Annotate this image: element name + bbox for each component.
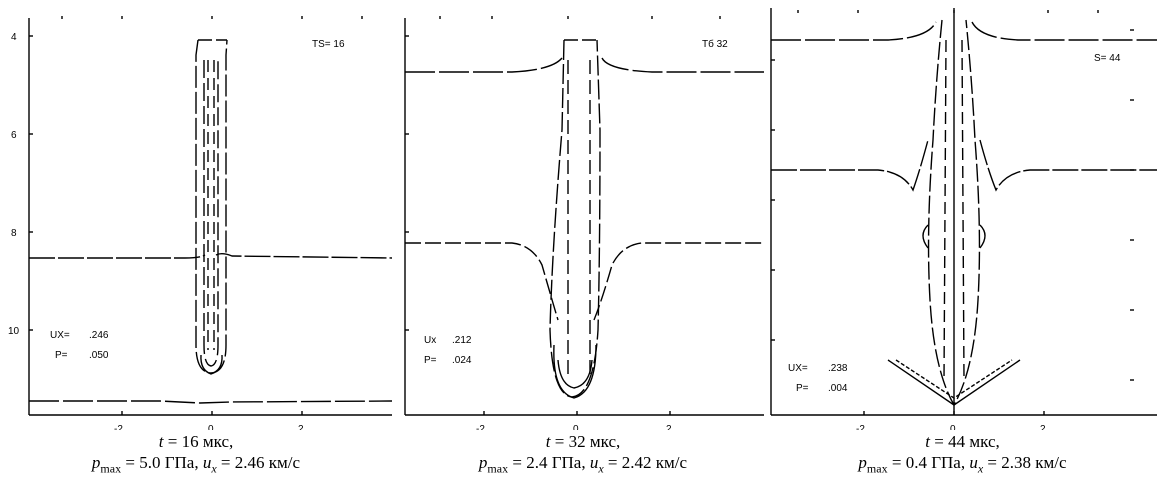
plot-3-xtick-0: 0 [950, 424, 956, 430]
plot-1-ytick-6: 6 [11, 130, 17, 141]
plot-1-xtick-2: 2 [298, 424, 304, 430]
plot-3-contours [771, 8, 1157, 415]
caption-3-line-2: pmax = 0.4 ГПа, ux = 2.38 км/с [858, 453, 1067, 476]
caption-1-line-1: t = 16 мкс, [158, 432, 234, 451]
plot-1-ytick-4: 4 [11, 32, 17, 43]
caption-2-line-2: pmax = 2.4 ГПа, ux = 2.42 км/с [478, 453, 688, 476]
plot-1-p-label: P= [55, 350, 68, 361]
plot-1-y-ticks [29, 35, 33, 331]
plot-1-p-value: .050 [89, 350, 109, 361]
plot-panel-1: 4 6 8 10 -2 0 2 TS= 16 UX= .246 P= [0, 0, 392, 430]
caption-3: t = 44 мкс, pmax = 0.4 ГПа, ux = 2.38 км… [768, 431, 1157, 479]
plot-2-xtick-neg2: -2 [476, 424, 485, 430]
plot-3-xtick-neg2: -2 [856, 424, 865, 430]
plot-2-p-label: P= [424, 355, 437, 366]
plot-1-ytick-8: 8 [11, 228, 17, 239]
plot-1-svg: 4 6 8 10 -2 0 2 TS= 16 UX= .246 P= [8, 16, 392, 430]
plot-1-ux-label: UX= [50, 330, 70, 341]
plot-3-xtick-2: 2 [1040, 424, 1046, 430]
caption-2: t = 32 мкс, pmax = 2.4 ГПа, ux = 2.42 км… [402, 431, 764, 479]
plot-1-contours [29, 39, 392, 404]
plot-2-ux-value: .212 [452, 335, 472, 346]
plot-1-top-ticks [61, 16, 363, 19]
plot-3-ux-label: UX= [788, 363, 808, 374]
plot-3-top-ticks [797, 10, 1099, 13]
plot-panel-3: -2 0 2 S= 44 UX= .238 P= .004 [768, 0, 1157, 430]
caption-1-line-2: pmax = 5.0 ГПа, ux = 2.46 км/с [91, 453, 301, 476]
plot-panel-2: -2 0 2 Tб 32 Uх .212 P= .024 [402, 0, 764, 430]
plot-3-ts-label: S= 44 [1094, 53, 1121, 64]
plot-3-left-ticks [771, 59, 775, 341]
plot-2-y-ticks [405, 35, 409, 331]
plot-1-ts-label: TS= 16 [312, 39, 345, 50]
plot-3-svg: -2 0 2 S= 44 UX= .238 P= .004 [770, 8, 1157, 430]
plot-3-right-ticks [1130, 29, 1134, 381]
plot-2-svg: -2 0 2 Tб 32 Uх .212 P= .024 [404, 16, 764, 430]
plot-1-ytick-10: 10 [8, 326, 20, 337]
plot-3-ux-value: .238 [828, 363, 848, 374]
plot-2-top-ticks [439, 16, 721, 19]
plot-2-ux-label: Uх [424, 335, 436, 346]
caption-3-line-1: t = 44 мкс, [925, 432, 1000, 451]
plot-3-p-value: .004 [828, 383, 848, 394]
plot-1-xtick-0: 0 [208, 424, 214, 430]
plot-3-p-label: P= [796, 383, 809, 394]
plot-1-x-ticks [121, 411, 303, 415]
plot-1-xtick-neg2: -2 [114, 424, 123, 430]
plot-2-xtick-0: 0 [573, 424, 579, 430]
caption-2-line-1: t = 32 мкс, [545, 432, 621, 451]
plot-2-contours [405, 39, 764, 399]
plot-2-xtick-2: 2 [666, 424, 672, 430]
plot-2-p-value: .024 [452, 355, 472, 366]
plot-2-x-ticks [483, 411, 671, 415]
plot-1-ux-value: .246 [89, 330, 109, 341]
plot-2-ts-label: Tб 32 [702, 38, 728, 50]
caption-1: t = 16 мкс, pmax = 5.0 ГПа, ux = 2.46 км… [0, 431, 392, 479]
